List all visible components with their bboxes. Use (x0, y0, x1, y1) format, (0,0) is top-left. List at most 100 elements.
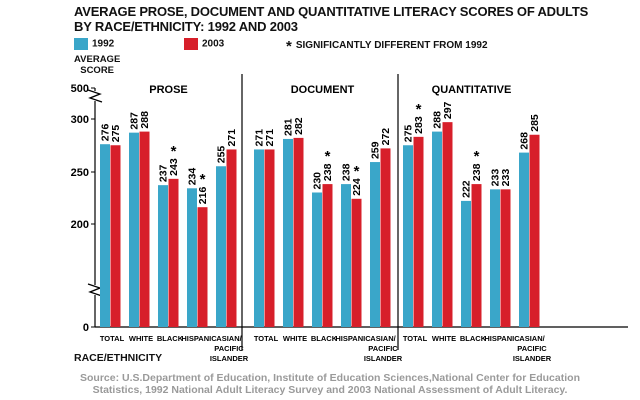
bar-2003 (380, 148, 391, 327)
data-label: 238 (341, 163, 353, 181)
data-label: 222 (461, 180, 473, 198)
data-label: 230 (312, 172, 324, 190)
bar-2003 (500, 189, 511, 327)
y-tick-label: 0 (83, 322, 89, 334)
bar-2003 (442, 122, 453, 328)
data-label: 268 (519, 132, 531, 150)
y-axis-label: AVERAGE SCORE (74, 54, 120, 76)
category-label: BLACK (157, 334, 184, 343)
legend-significance-note: * SIGNIFICANTLY DIFFERENT FROM 1992 (286, 38, 488, 55)
y-axis-break-lower-icon (87, 283, 103, 297)
significance-star-icon: * (171, 143, 177, 160)
significance-star-icon: * (200, 171, 206, 188)
category-label: WHITE (283, 334, 307, 343)
y-tick-label: 500 (71, 83, 89, 95)
panel-title: QUANTITATIVE (432, 84, 512, 96)
bar-1992 (490, 189, 500, 327)
bar-1992 (187, 188, 197, 327)
category-label: PACIFIC (368, 344, 398, 353)
legend-swatch-2003 (184, 38, 198, 50)
data-label: 282 (293, 117, 305, 135)
data-label: 255 (216, 146, 228, 164)
bar-2003 (110, 145, 121, 327)
category-label: TOTAL (403, 334, 428, 343)
y-axis-break-upper-icon (87, 89, 103, 103)
data-label: 275 (110, 125, 122, 143)
category-label: WHITE (129, 334, 153, 343)
significance-star-icon: * (325, 148, 331, 165)
y-axis-label-line2: SCORE (80, 65, 115, 76)
data-label: 238 (322, 163, 334, 181)
category-label: PACIFIC (214, 344, 244, 353)
legend-swatch-1992 (74, 38, 88, 50)
data-label: 288 (139, 111, 151, 129)
chart-title-line2: BY RACE/ETHNICITY: 1992 AND 2003 (74, 19, 298, 34)
bar-1992 (403, 145, 413, 327)
data-label: 271 (254, 129, 266, 147)
bar-2003 (471, 184, 482, 327)
data-label: 216 (197, 187, 209, 205)
data-label: 287 (129, 112, 141, 130)
y-axis-label-line1: AVERAGE (74, 54, 121, 65)
bar-1992 (461, 200, 471, 327)
data-label: 233 (500, 169, 512, 187)
bar-1992 (312, 192, 322, 327)
significance-star-icon: * (416, 101, 422, 118)
bar-1992 (158, 185, 168, 327)
bar-2003 (413, 136, 424, 327)
y-tick-label: 200 (71, 219, 89, 231)
category-label: ISLANDER (513, 354, 552, 363)
source-line1: Source: U.S.Department of Education, Ins… (80, 372, 580, 384)
data-label: 271 (264, 129, 276, 147)
category-label: WHITE (432, 334, 456, 343)
category-label: HISPANIC (335, 334, 371, 343)
source-line2: Statistics, 1992 National Adult Literacy… (92, 384, 568, 396)
bar-1992 (519, 152, 529, 327)
data-label: 297 (442, 101, 454, 119)
category-label: ASIAN/ (216, 334, 242, 343)
bar-2003 (322, 184, 333, 327)
bar-2003 (264, 149, 275, 327)
significance-star-icon: * (474, 148, 480, 165)
bar-2003 (529, 134, 540, 327)
data-label: 233 (490, 169, 502, 187)
data-label: 275 (403, 125, 415, 143)
category-label: BLACK (460, 334, 487, 343)
y-tick-label: 300 (71, 114, 89, 126)
category-label: ISLANDER (364, 354, 403, 363)
data-label: 272 (380, 128, 392, 146)
bar-1992 (370, 162, 380, 327)
data-label: 238 (471, 163, 483, 181)
category-label: HISPANIC (181, 334, 217, 343)
panel-title: DOCUMENT (291, 84, 355, 96)
bar-1992 (341, 184, 351, 327)
data-label: 237 (158, 164, 170, 182)
bar-2003 (226, 149, 237, 327)
category-label: ASIAN/ (519, 334, 545, 343)
y-tick-label: 250 (71, 167, 89, 179)
bar-1992 (254, 149, 264, 327)
category-label: TOTAL (254, 334, 279, 343)
panel-title: PROSE (149, 84, 188, 96)
category-label: TOTAL (100, 334, 125, 343)
data-label: 281 (283, 118, 295, 136)
data-label: 285 (529, 114, 541, 132)
legend-label-2003: 2003 (202, 38, 225, 50)
data-label: 234 (187, 168, 199, 186)
bar-2003 (293, 137, 304, 327)
bar-1992 (129, 132, 139, 327)
bar-2003 (168, 178, 179, 327)
data-label: 224 (351, 178, 363, 196)
data-label: 276 (100, 124, 112, 142)
legend-label-1992: 1992 (92, 38, 115, 50)
category-label: PACIFIC (517, 344, 547, 353)
legend-item-2003: 2003 (184, 38, 224, 50)
chart-title: AVERAGE PROSE, DOCUMENT AND QUANTITATIVE… (74, 4, 634, 34)
category-label: ASIAN/ (370, 334, 396, 343)
bar-2003 (351, 198, 362, 327)
category-label: HISPANIC (484, 334, 520, 343)
legend-item-1992: 1992 (74, 38, 114, 50)
bar-1992 (283, 138, 293, 327)
source-note: Source: U.S.Department of Education, Ins… (40, 372, 620, 396)
